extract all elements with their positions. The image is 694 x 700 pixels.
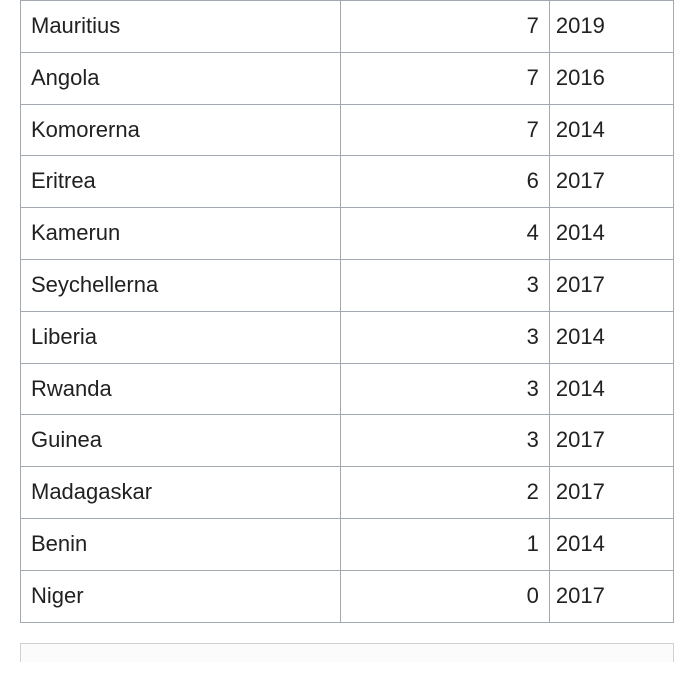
value-cell: 3 — [340, 363, 549, 415]
table-row: Mauritius 7 2019 — [21, 1, 674, 53]
table-row: Niger 0 2017 — [21, 570, 674, 622]
table-row: Angola 7 2016 — [21, 52, 674, 104]
year-cell: 2017 — [549, 259, 673, 311]
value-cell: 2 — [340, 467, 549, 519]
data-table: Mauritius 7 2019 Angola 7 2016 Komorerna… — [20, 0, 674, 623]
year-cell: 2017 — [549, 156, 673, 208]
table-row: Guinea 3 2017 — [21, 415, 674, 467]
country-cell: Mauritius — [21, 1, 341, 53]
year-cell: 2014 — [549, 311, 673, 363]
year-cell: 2017 — [549, 570, 673, 622]
value-cell: 6 — [340, 156, 549, 208]
table-row: Madagaskar 2 2017 — [21, 467, 674, 519]
footer-divider — [20, 643, 674, 662]
year-cell: 2017 — [549, 415, 673, 467]
year-cell: 2016 — [549, 52, 673, 104]
country-cell: Rwanda — [21, 363, 341, 415]
value-cell: 3 — [340, 415, 549, 467]
value-cell: 7 — [340, 104, 549, 156]
year-cell: 2014 — [549, 104, 673, 156]
table-row: Rwanda 3 2014 — [21, 363, 674, 415]
value-cell: 7 — [340, 52, 549, 104]
table-row: Benin 1 2014 — [21, 518, 674, 570]
year-cell: 2017 — [549, 467, 673, 519]
value-cell: 1 — [340, 518, 549, 570]
country-cell: Angola — [21, 52, 341, 104]
table-row: Liberia 3 2014 — [21, 311, 674, 363]
value-cell: 4 — [340, 208, 549, 260]
country-cell: Seychellerna — [21, 259, 341, 311]
country-cell: Niger — [21, 570, 341, 622]
value-cell: 3 — [340, 259, 549, 311]
country-cell: Kamerun — [21, 208, 341, 260]
country-cell: Komorerna — [21, 104, 341, 156]
value-cell: 7 — [340, 1, 549, 53]
country-cell: Liberia — [21, 311, 341, 363]
table-row: Eritrea 6 2017 — [21, 156, 674, 208]
value-cell: 3 — [340, 311, 549, 363]
year-cell: 2019 — [549, 1, 673, 53]
table-row: Seychellerna 3 2017 — [21, 259, 674, 311]
table-row: Komorerna 7 2014 — [21, 104, 674, 156]
country-cell: Guinea — [21, 415, 341, 467]
year-cell: 2014 — [549, 518, 673, 570]
country-cell: Madagaskar — [21, 467, 341, 519]
country-cell: Eritrea — [21, 156, 341, 208]
value-cell: 0 — [340, 570, 549, 622]
table-row: Kamerun 4 2014 — [21, 208, 674, 260]
country-cell: Benin — [21, 518, 341, 570]
year-cell: 2014 — [549, 363, 673, 415]
year-cell: 2014 — [549, 208, 673, 260]
